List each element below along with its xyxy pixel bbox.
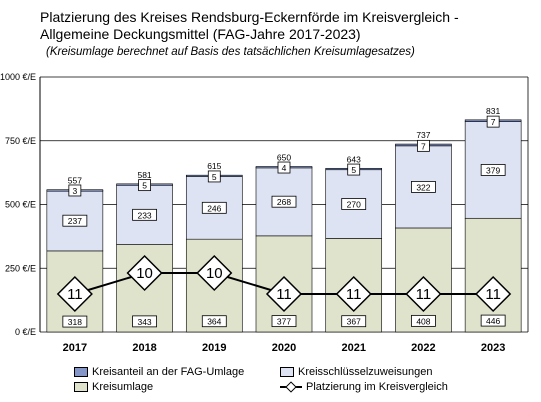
data-label-kreisumlage-box <box>480 314 506 327</box>
data-label-platzierung: 11 <box>416 286 432 303</box>
data-label-kreisschluesselzuweisungen: 237 <box>68 216 82 226</box>
marker-platzierung <box>56 275 93 313</box>
x-tick-label: 2021 <box>341 342 365 354</box>
marker-platzierung <box>265 275 303 313</box>
data-label-kreisanteil-box <box>347 163 361 176</box>
data-label-kreisanteil: 7 <box>421 141 426 151</box>
data-label-total: 615 <box>207 161 221 171</box>
legend-label-platzierung: Platzierung im Kreisvergleich <box>306 381 448 393</box>
data-label-kreisanteil: 5 <box>351 165 356 175</box>
data-label-kreisschluesselzuweisungen-box <box>271 195 297 208</box>
x-tick-label: 2023 <box>481 342 505 354</box>
data-label-total: 643 <box>347 154 361 164</box>
data-label-kreisanteil: 5 <box>142 181 147 191</box>
marker-platzierung <box>335 275 372 313</box>
data-label-platzierung: 10 <box>206 265 223 282</box>
legend-label-kreisanteil: Kreisanteil an der FAG-Umlage <box>92 366 245 378</box>
data-label-kreisschluesselzuweisungen: 322 <box>416 182 430 192</box>
legend-line-symbol <box>280 382 302 392</box>
legend-item-platzierung: Platzierung im Kreisvergleich <box>280 381 448 393</box>
y-tick-label: 0 €/E <box>15 327 36 337</box>
data-label-kreisschluesselzuweisungen-box <box>480 164 506 176</box>
y-tick-label: 750 €/E <box>5 136 36 146</box>
data-label-kreisanteil-box <box>68 184 82 197</box>
chart-title: Platzierung des Kreises Rendsburg-Eckern… <box>40 9 520 43</box>
data-label-platzierung: 11 <box>276 286 292 303</box>
data-label-kreisschluesselzuweisungen-box <box>62 214 88 227</box>
data-label-kreisschluesselzuweisungen-box <box>341 198 367 210</box>
data-label-kreisumlage: 318 <box>68 317 82 327</box>
data-label-kreisumlage: 364 <box>207 317 221 327</box>
y-tick-label: 250 €/E <box>5 263 36 273</box>
data-label-kreisumlage: 377 <box>277 317 291 327</box>
data-label-total: 737 <box>416 130 430 140</box>
legend-swatch-kreisumlage <box>74 382 88 392</box>
marker-platzierung <box>405 275 442 313</box>
x-tick-label: 2017 <box>63 342 87 354</box>
data-label-kreisschluesselzuweisungen-box <box>201 201 227 214</box>
data-label-kreisanteil: 3 <box>72 186 77 196</box>
data-label-kreisumlage-box <box>62 315 88 328</box>
data-label-platzierung: 11 <box>67 286 83 303</box>
chart-title-line-2: Allgemeine Deckungsmittel (FAG-Jahre 201… <box>40 26 361 42</box>
legend-item-kreisanteil: Kreisanteil an der FAG-Umlage <box>74 366 244 378</box>
data-label-kreisanteil: 4 <box>282 163 287 173</box>
data-label-total: 581 <box>137 170 151 180</box>
data-label-kreisumlage-box <box>132 315 157 328</box>
legend-label-kreisumlage: Kreisumlage <box>92 381 154 393</box>
x-tick-label: 2019 <box>202 342 226 354</box>
data-label-kreisanteil-box <box>207 170 221 183</box>
legend-item-kreisumlage: Kreisumlage <box>74 381 153 393</box>
data-label-kreisanteil-box <box>417 139 430 152</box>
data-label-kreisschluesselzuweisungen: 268 <box>277 197 291 207</box>
data-label-kreisanteil-box <box>138 179 151 192</box>
data-label-kreisanteil: 5 <box>212 172 217 182</box>
data-label-kreisschluesselzuweisungen: 379 <box>486 165 500 175</box>
data-label-kreisumlage: 343 <box>137 317 151 327</box>
data-label-platzierung: 11 <box>485 286 501 303</box>
data-label-platzierung: 11 <box>346 286 362 303</box>
data-label-kreisumlage: 446 <box>486 316 500 326</box>
x-tick-label: 2018 <box>132 342 156 354</box>
x-tick-label: 2022 <box>411 342 435 354</box>
data-label-kreisanteil-box <box>277 161 291 174</box>
legend-item-schluessel: Kreisschlüsselzuweisungen <box>280 366 433 378</box>
data-label-kreisumlage-box <box>341 315 367 328</box>
y-tick-label: 1000 €/E <box>0 72 36 82</box>
bar-kreisschluesselzuweisungen <box>325 169 383 239</box>
data-label-total: 650 <box>277 153 291 163</box>
data-label-kreisumlage: 367 <box>347 317 361 327</box>
data-label-kreisschluesselzuweisungen: 270 <box>347 199 361 209</box>
data-label-platzierung: 10 <box>136 265 153 282</box>
data-label-kreisanteil: 7 <box>491 117 496 127</box>
data-label-kreisumlage-box <box>271 315 297 328</box>
marker-platzierung <box>196 254 233 292</box>
chart-title-line-1: Platzierung des Kreises Rendsburg-Eckern… <box>40 9 459 25</box>
marker-platzierung <box>475 275 512 313</box>
data-label-kreisumlage-box <box>411 314 436 327</box>
data-label-kreisschluesselzuweisungen-box <box>411 181 436 193</box>
data-label-kreisschluesselzuweisungen: 246 <box>207 203 221 213</box>
y-tick-label: 500 €/E <box>5 200 36 210</box>
legend-swatch-kreisanteil <box>74 367 88 377</box>
data-label-kreisumlage: 408 <box>416 316 430 326</box>
bar-kreisumlage <box>464 217 522 333</box>
marker-platzierung <box>126 254 163 292</box>
data-label-kreisanteil-box <box>486 115 500 128</box>
data-label-total: 831 <box>486 106 500 116</box>
legend-swatch-schluessel <box>280 367 294 377</box>
data-label-kreisschluesselzuweisungen: 233 <box>137 210 151 220</box>
data-label-kreisumlage-box <box>201 315 227 328</box>
data-label-kreisschluesselzuweisungen-box <box>132 208 157 221</box>
chart-subtitle: (Kreisumlage berechnet auf Basis des tat… <box>46 46 415 58</box>
legend-label-schluessel: Kreisschlüsselzuweisungen <box>298 366 433 378</box>
data-label-total: 557 <box>68 176 82 186</box>
x-tick-label: 2020 <box>272 342 296 354</box>
